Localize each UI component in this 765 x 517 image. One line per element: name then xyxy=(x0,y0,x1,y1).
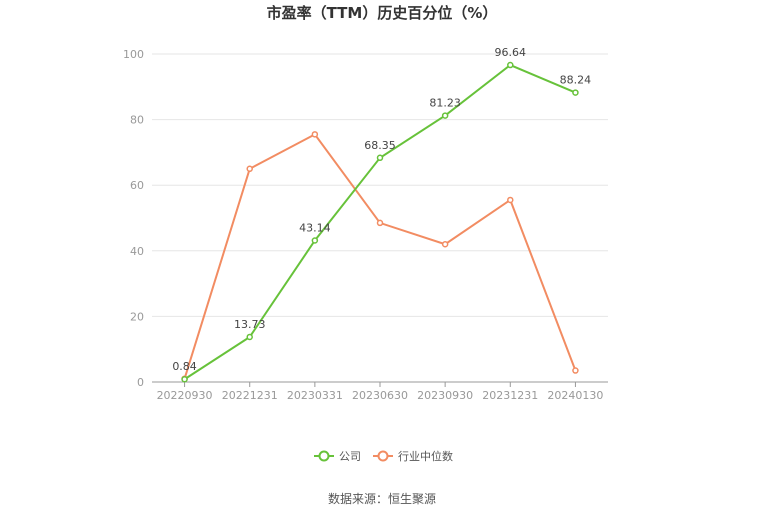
data-point[interactable] xyxy=(311,237,319,244)
legend-marker xyxy=(377,450,389,462)
y-tick-label: 80 xyxy=(130,114,144,127)
data-point[interactable] xyxy=(507,196,514,204)
legend-label: 公司 xyxy=(339,450,361,463)
data-label: 81.23 xyxy=(429,97,461,110)
data-label: 88.24 xyxy=(560,74,592,87)
y-tick-label: 40 xyxy=(130,245,144,258)
data-point[interactable] xyxy=(507,61,514,69)
y-tick-label: 0 xyxy=(137,376,144,389)
source-text: 数据来源：恒生聚源 xyxy=(328,491,436,506)
legend-label: 行业中位数 xyxy=(398,449,453,463)
x-tick-label: 20231231 xyxy=(482,389,538,402)
y-tick-label: 20 xyxy=(130,310,144,323)
data-point[interactable] xyxy=(376,219,384,227)
x-tick-label: 20230930 xyxy=(417,389,473,402)
data-label: 13.73 xyxy=(234,318,266,331)
legend[interactable]: 公司 行业中位数 xyxy=(314,449,453,463)
series-layer: 0.84 13.73 43.14 68.35 81.23 96.64 88.24 xyxy=(172,46,592,383)
data-point[interactable] xyxy=(572,89,579,96)
data-point[interactable] xyxy=(441,112,449,119)
data-label: 96.64 xyxy=(495,46,527,59)
data-label: 43.14 xyxy=(299,222,331,235)
chart-title: 市盈率（TTM）历史百分位（%） xyxy=(267,4,498,22)
grid-lines xyxy=(152,53,608,317)
series-1 xyxy=(181,131,579,382)
data-point[interactable] xyxy=(311,131,319,138)
legend-item-0[interactable]: 公司 xyxy=(314,450,361,463)
y-tick-label: 60 xyxy=(130,179,144,192)
x-tick-label: 20220930 xyxy=(157,389,213,402)
data-point[interactable] xyxy=(572,367,579,374)
data-label: 0.84 xyxy=(172,360,197,373)
x-axis: 20220930 20221231 20230331 20230630 20230930… xyxy=(152,381,608,402)
data-label: 68.35 xyxy=(364,139,396,152)
x-tick-label: 20221231 xyxy=(222,389,278,402)
legend-marker xyxy=(318,450,330,462)
legend-item-1[interactable]: 行业中位数 xyxy=(373,449,453,463)
y-axis-ticks: 0 20 40 60 80 100 xyxy=(123,48,144,389)
data-point[interactable] xyxy=(376,154,384,162)
data-point[interactable] xyxy=(181,375,188,383)
x-tick-label: 20240130 xyxy=(547,389,603,402)
x-tick-label: 20230630 xyxy=(352,389,408,402)
x-tick-label: 20230331 xyxy=(287,389,343,402)
y-tick-label: 100 xyxy=(123,48,144,61)
data-point[interactable] xyxy=(441,240,449,248)
data-point[interactable] xyxy=(246,165,253,173)
series-0: 0.84 13.73 43.14 68.35 81.23 96.64 88.24 xyxy=(172,46,592,383)
data-point[interactable] xyxy=(246,333,253,341)
